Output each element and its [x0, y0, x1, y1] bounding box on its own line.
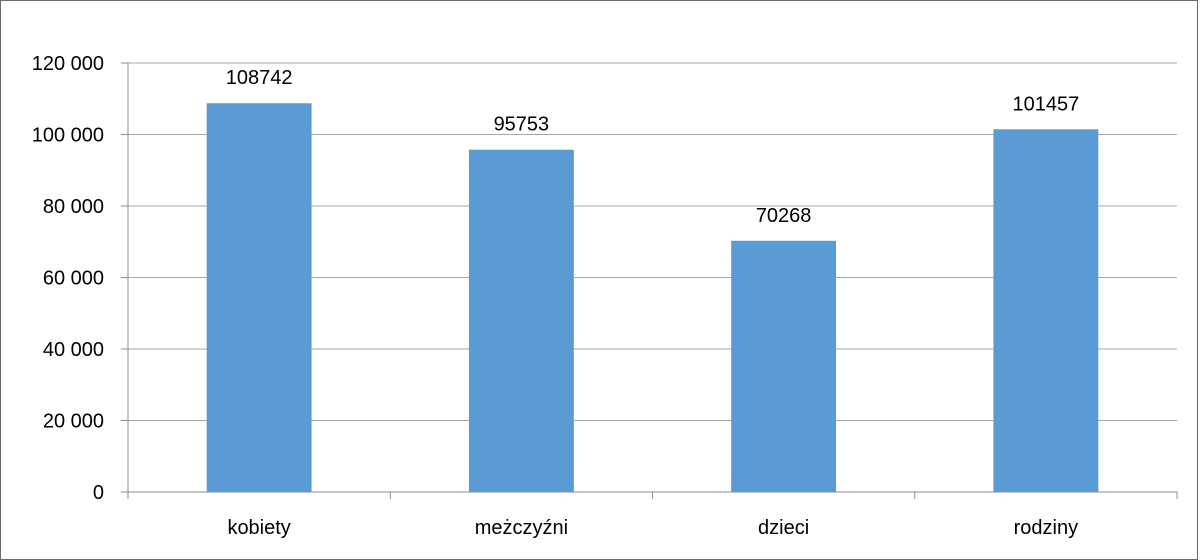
y-tick-label: 0 [93, 482, 104, 504]
bar-dzieci [731, 240, 837, 492]
bar-rodziny [993, 129, 1099, 492]
data-label: 108742 [226, 67, 293, 89]
y-tick-label: 60 000 [43, 268, 104, 290]
x-category-label: meżczyźni [475, 517, 568, 539]
x-category-labels: kobiety meżczyźni dzieci rodziny [227, 517, 1078, 539]
data-label: 95753 [494, 114, 550, 136]
x-category-label: dzieci [758, 517, 809, 539]
axes [121, 62, 1178, 499]
y-tick-label: 120 000 [32, 53, 104, 75]
bar-kobiety [206, 103, 312, 493]
y-tick-label: 40 000 [43, 339, 104, 361]
y-tick-labels: 0 20 000 40 000 60 000 80 000 100 000 120 000 [32, 53, 104, 504]
bar-meżczyźni [468, 149, 574, 492]
x-category-label: kobiety [227, 517, 290, 539]
data-label: 101457 [1013, 93, 1080, 115]
bars [206, 103, 1099, 493]
y-tick-label: 20 000 [43, 411, 104, 433]
data-labels: 108742 95753 70268 101457 [226, 67, 1080, 227]
y-tick-label: 100 000 [32, 125, 104, 147]
y-tick-label: 80 000 [43, 196, 104, 218]
data-label: 70268 [756, 205, 812, 227]
x-category-label: rodziny [1014, 517, 1078, 539]
